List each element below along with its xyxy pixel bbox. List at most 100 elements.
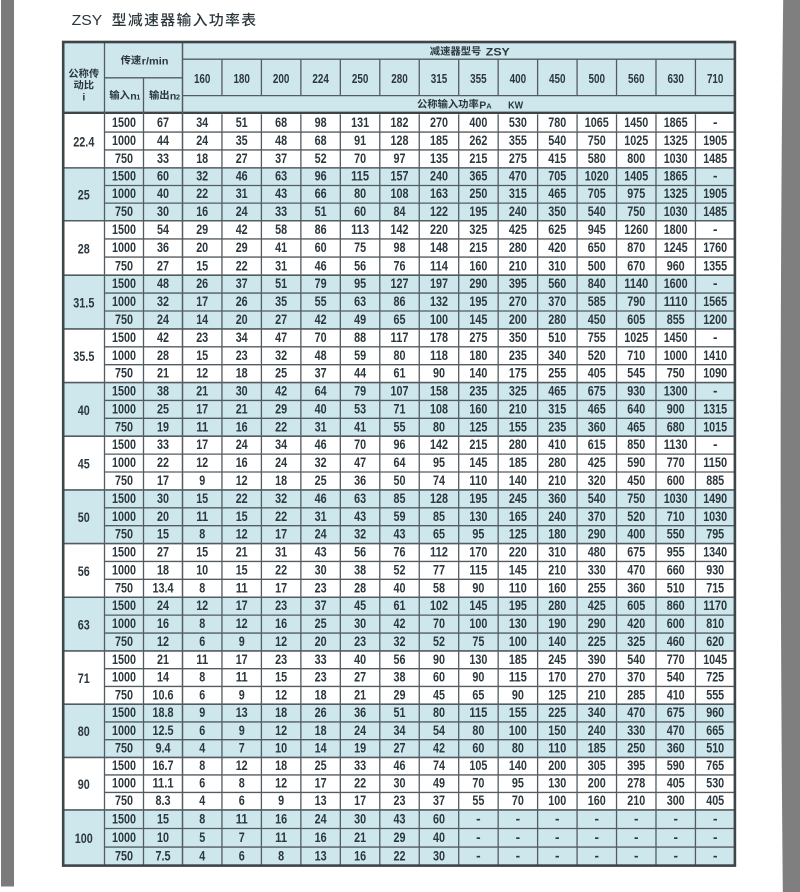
svg-text:24: 24 (196, 133, 208, 148)
svg-text:860: 860 (667, 598, 685, 613)
svg-text:360: 360 (548, 491, 566, 506)
svg-text:22: 22 (354, 776, 366, 791)
svg-text:56: 56 (394, 652, 406, 667)
svg-text:325: 325 (469, 222, 487, 237)
svg-text:1315: 1315 (703, 401, 727, 416)
svg-text:22.4: 22.4 (73, 134, 94, 149)
svg-text:15: 15 (196, 491, 208, 506)
svg-text:250: 250 (627, 741, 645, 756)
svg-text:58: 58 (275, 222, 287, 237)
svg-text:100: 100 (509, 634, 527, 649)
svg-text:148: 148 (430, 240, 448, 255)
svg-text:30: 30 (394, 776, 406, 791)
svg-text:-: - (476, 812, 481, 827)
svg-text:1500: 1500 (112, 276, 136, 291)
svg-text:220: 220 (509, 545, 527, 560)
svg-text:1000: 1000 (664, 348, 688, 363)
svg-text:11: 11 (275, 830, 287, 845)
svg-text:9: 9 (239, 634, 245, 649)
svg-text:60: 60 (157, 169, 169, 184)
svg-text:64: 64 (394, 455, 406, 470)
svg-text:10: 10 (157, 830, 169, 845)
svg-text:59: 59 (394, 509, 406, 524)
svg-text:160: 160 (588, 793, 606, 808)
svg-text:23: 23 (394, 793, 406, 808)
svg-text:560: 560 (548, 276, 566, 291)
svg-text:520: 520 (588, 348, 606, 363)
svg-text:28: 28 (78, 241, 90, 256)
svg-text:540: 540 (588, 491, 606, 506)
svg-text:215: 215 (469, 151, 487, 166)
svg-text:750: 750 (115, 312, 133, 327)
svg-text:35: 35 (275, 294, 287, 309)
svg-text:1110: 1110 (664, 294, 688, 309)
svg-text:197: 197 (430, 276, 448, 291)
svg-text:750: 750 (667, 366, 685, 381)
svg-text:66: 66 (315, 186, 327, 201)
svg-text:1410: 1410 (703, 348, 727, 363)
svg-text:16: 16 (275, 616, 287, 631)
svg-text:1500: 1500 (112, 705, 136, 720)
svg-text:1020: 1020 (585, 169, 609, 184)
svg-text:25: 25 (157, 401, 169, 416)
svg-text:142: 142 (430, 437, 448, 452)
svg-text:325: 325 (509, 384, 527, 399)
svg-text:23: 23 (275, 598, 287, 613)
svg-text:30: 30 (433, 849, 445, 864)
svg-text:1: 1 (136, 93, 140, 102)
svg-text:46: 46 (315, 437, 327, 452)
svg-text:750: 750 (115, 419, 133, 434)
svg-text:245: 245 (509, 491, 527, 506)
svg-text:855: 855 (667, 312, 685, 327)
svg-text:400: 400 (510, 71, 527, 86)
svg-text:63: 63 (78, 618, 90, 633)
svg-text:660: 660 (667, 563, 685, 578)
svg-text:1325: 1325 (664, 186, 688, 201)
svg-text:1000: 1000 (112, 830, 136, 845)
svg-text:7: 7 (239, 830, 245, 845)
svg-text:340: 340 (548, 348, 566, 363)
svg-text:84: 84 (394, 204, 406, 219)
svg-text:1485: 1485 (703, 151, 727, 166)
svg-text:37: 37 (236, 276, 248, 291)
svg-text:18: 18 (236, 366, 248, 381)
svg-text:11: 11 (236, 580, 248, 595)
svg-text:52: 52 (315, 151, 327, 166)
svg-text:470: 470 (667, 723, 685, 738)
svg-text:370: 370 (627, 670, 645, 685)
svg-text:1300: 1300 (664, 384, 688, 399)
svg-text:-: - (516, 849, 521, 864)
svg-text:180: 180 (469, 348, 487, 363)
svg-text:200: 200 (588, 776, 606, 791)
svg-text:1000: 1000 (112, 670, 136, 685)
svg-text:6: 6 (199, 634, 205, 649)
svg-text:128: 128 (430, 491, 448, 506)
svg-text:55: 55 (394, 419, 406, 434)
svg-text:360: 360 (667, 741, 685, 756)
svg-text:470: 470 (627, 705, 645, 720)
svg-text:330: 330 (588, 563, 606, 578)
svg-text:42: 42 (275, 384, 287, 399)
svg-text:750: 750 (115, 580, 133, 595)
svg-text:6: 6 (199, 723, 205, 738)
svg-text:-: - (713, 276, 718, 291)
svg-text:30: 30 (236, 384, 248, 399)
svg-text:130: 130 (469, 509, 487, 524)
svg-text:56: 56 (78, 564, 90, 579)
svg-text:330: 330 (627, 723, 645, 738)
svg-text:24: 24 (354, 723, 366, 738)
svg-text:90: 90 (433, 366, 445, 381)
svg-text:1500: 1500 (112, 330, 136, 345)
svg-text:-: - (634, 830, 639, 845)
svg-text:465: 465 (627, 419, 645, 434)
svg-text:52: 52 (394, 563, 406, 578)
svg-text:9: 9 (199, 705, 205, 720)
svg-text:35.5: 35.5 (73, 349, 94, 364)
svg-text:-: - (595, 830, 600, 845)
svg-text:16: 16 (354, 849, 366, 864)
svg-text:17: 17 (196, 401, 208, 416)
svg-text:38: 38 (394, 670, 406, 685)
svg-text:15: 15 (196, 348, 208, 363)
svg-text:250: 250 (352, 71, 369, 86)
svg-text:355: 355 (470, 71, 487, 86)
